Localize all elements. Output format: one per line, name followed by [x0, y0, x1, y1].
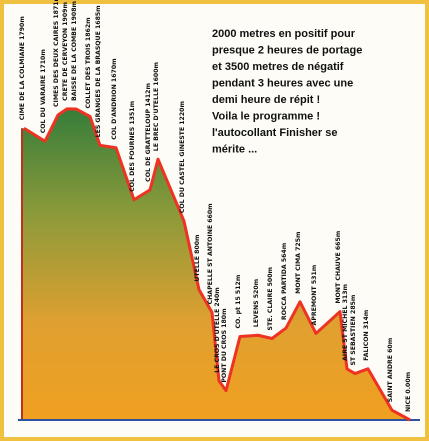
point-label: CIME DE LA COLMIANE 1790m: [19, 16, 26, 120]
point-label: AIRE ST MICHEL 313m: [342, 284, 349, 361]
point-label: CIMES DES DEUX CAIRES 1871m: [53, 0, 60, 107]
point-label: NICE 0.00m: [405, 372, 412, 412]
note-line: demi heure de répit !: [212, 94, 320, 106]
note-line: presque 2 heures de portage: [212, 45, 362, 57]
point-label: COLLET DES TROIS 1862m: [85, 17, 92, 108]
point-label: ST SEBASTIEN 285m: [350, 295, 357, 366]
point-label: LE CROS D'UTELLE 240m: [214, 287, 221, 373]
point-label: CHAPELLE ST ANTOINE 660m: [207, 203, 214, 304]
point-label: COL DU CASTEL GINESTE 1220m: [179, 101, 186, 213]
profile-area: [22, 108, 410, 420]
point-label: COL DU VARAIRE 1710m: [40, 49, 47, 133]
profile-line: [23, 107, 411, 422]
note-line: et 3500 metres de négatif: [212, 61, 344, 73]
note-line: l'autocollant Finisher se: [212, 127, 337, 139]
point-label: ROCCA PARTIDA 564m: [281, 243, 288, 320]
point-label: LE BREC D'UTELLE 1600m: [153, 62, 160, 151]
note-line: Voila le programme !: [212, 111, 320, 123]
point-label: COL DE GRATTELOUP 1412m: [145, 83, 152, 182]
point-label: LEVENS 520m: [253, 279, 260, 327]
point-label: CO. pt 15 512m: [235, 275, 242, 329]
note-line: pendant 3 heures avec une: [212, 78, 353, 90]
point-label: UTELLE 800m: [194, 234, 201, 281]
point-label: CRETE DE CERVEYON 1909m: [62, 2, 69, 101]
point-label: STE. CLAIRE 500m: [267, 267, 274, 331]
point-label: COL DES FOURNES 1351m: [129, 101, 136, 192]
point-label: APREMONT 531m: [311, 265, 318, 326]
point-label: PONT DU CROS 180m: [221, 308, 228, 382]
note-line: 2000 metres en positif pour: [212, 28, 356, 40]
point-label: LES GRANGES DE LA BRASQUE 1685m: [95, 5, 102, 137]
note-line: mérite ...: [212, 144, 257, 156]
point-label: MONT CIMA 725m: [295, 232, 302, 294]
point-label: SAINT ANDRE 60m: [387, 338, 394, 402]
point-label: FALICON 314m: [363, 310, 370, 361]
point-label: COL D'ANDRION 1670m: [111, 58, 118, 139]
point-label: BAISSE DE LA COMBE 1908m: [71, 1, 78, 101]
note: 2000 metres en positif pour presque 2 heu…: [212, 28, 362, 156]
plot: CIME DE LA COLMIANE 1790m COL DU VARAIRE …: [18, 0, 420, 422]
point-label: MONT CHAUVE 665m: [335, 231, 342, 304]
